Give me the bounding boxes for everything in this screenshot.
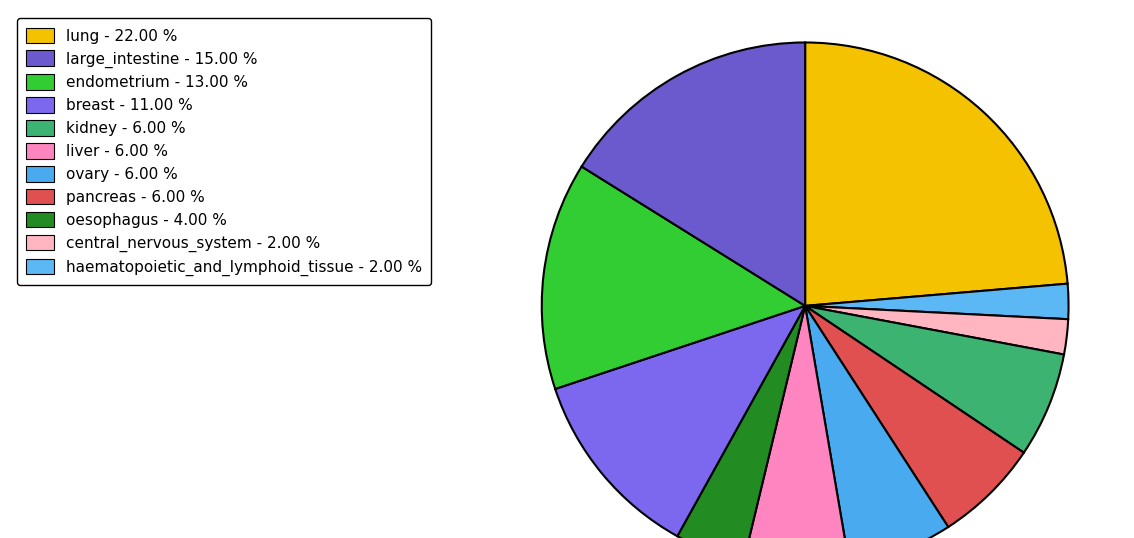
Wedge shape bbox=[805, 306, 1064, 452]
Legend: lung - 22.00 %, large_intestine - 15.00 %, endometrium - 13.00 %, breast - 11.00: lung - 22.00 %, large_intestine - 15.00 … bbox=[17, 18, 431, 285]
Wedge shape bbox=[805, 306, 948, 538]
Wedge shape bbox=[556, 306, 805, 536]
Wedge shape bbox=[677, 306, 805, 538]
Wedge shape bbox=[805, 306, 1024, 527]
Wedge shape bbox=[805, 284, 1068, 319]
Wedge shape bbox=[805, 43, 1067, 306]
Wedge shape bbox=[582, 43, 805, 306]
Wedge shape bbox=[542, 167, 805, 389]
Wedge shape bbox=[744, 306, 849, 538]
Wedge shape bbox=[805, 306, 1068, 355]
